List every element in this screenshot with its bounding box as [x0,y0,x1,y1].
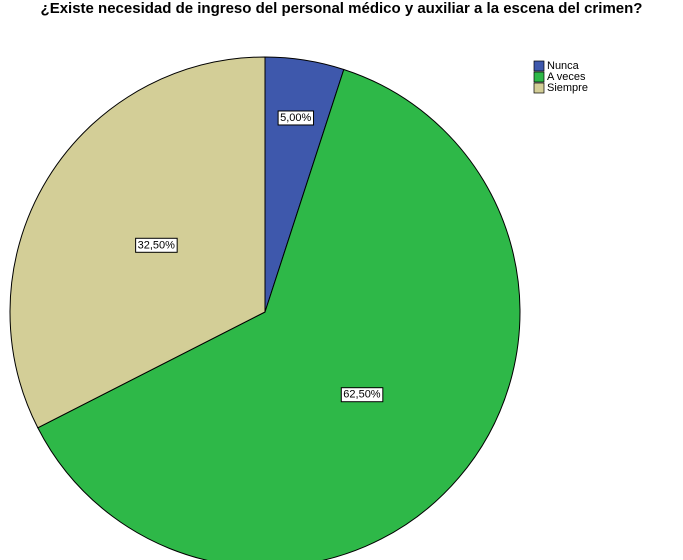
legend-swatch [533,60,545,72]
legend-swatch [533,71,545,83]
data-label-box [277,110,315,126]
data-label: 32,50% [138,239,176,251]
legend-label: Nunca [547,60,580,72]
chart-title: ¿Existe necesidad de ingreso del persona… [40,0,643,17]
pie-slice [37,68,521,560]
legend-swatch [533,82,545,94]
legend-label: A veces [547,71,586,83]
data-label: 5,00% [280,112,311,124]
data-label-box [340,387,384,403]
data-label: 62,50% [343,389,381,401]
data-label-box [135,237,178,253]
legend-label: Siempre [547,82,588,94]
